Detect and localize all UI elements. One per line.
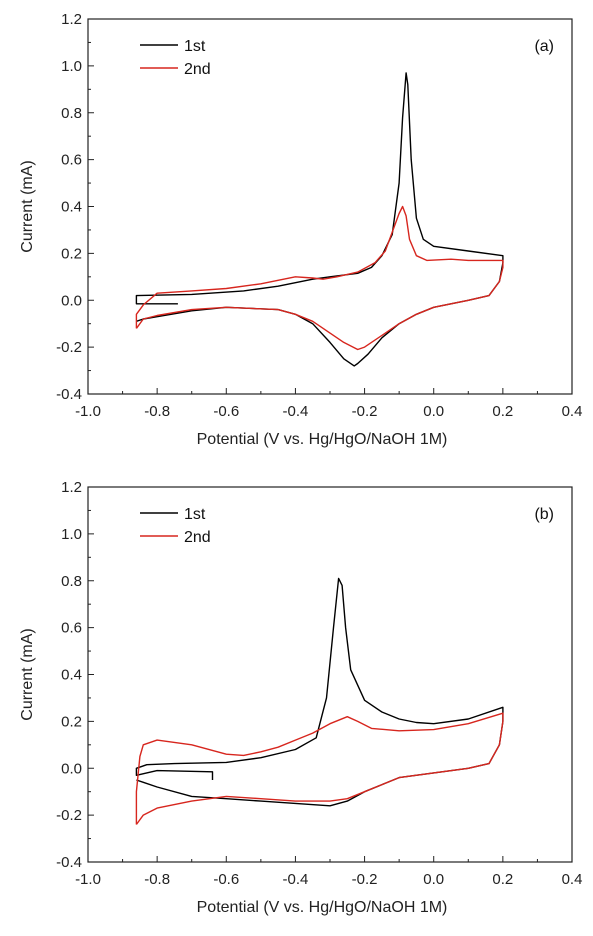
y-tick-label: 0.6 bbox=[61, 620, 82, 637]
y-tick-label: -0.4 bbox=[56, 386, 82, 403]
x-tick-label: -0.4 bbox=[282, 871, 308, 888]
y-tick-label: 0.2 bbox=[61, 713, 82, 730]
y-tick-label: 1.2 bbox=[61, 11, 82, 28]
y-tick-label: 1.2 bbox=[61, 479, 82, 496]
y-tick-label: 0.4 bbox=[61, 199, 82, 216]
y-tick-label: 1.0 bbox=[61, 526, 82, 543]
y-tick-label: -0.2 bbox=[56, 339, 82, 356]
series-line-2 bbox=[135, 205, 504, 351]
y-tick-label: 1.0 bbox=[61, 58, 82, 75]
chart-panel-b: -1.0 -0.8 -0.6 -0.4 -0.2 0.0 0.2 0.4 -0.4 -0.2 0.0… bbox=[19, 479, 583, 916]
legend-label-2: 2nd bbox=[184, 61, 211, 78]
x-tick-label: -0.6 bbox=[213, 871, 239, 888]
panel-label: (a) bbox=[534, 38, 554, 55]
y-tick-label: 0.2 bbox=[61, 245, 82, 262]
y-tick-label: 0.8 bbox=[61, 105, 82, 122]
legend-label-2: 2nd bbox=[184, 529, 211, 546]
y-tick-label: 0.0 bbox=[61, 292, 82, 309]
panel-label: (b) bbox=[534, 506, 554, 523]
chart-panel-a: -1.0 -0.8 -0.6 -0.4 -0.2 0.0 0.2 0.4 -0.4 -0.2 0.0… bbox=[19, 11, 583, 448]
x-tick-label: 0.4 bbox=[562, 403, 583, 420]
y-tick-label: -0.4 bbox=[56, 854, 82, 871]
x-tick-label: -0.4 bbox=[282, 403, 308, 420]
y-tick-label: 0.0 bbox=[61, 760, 82, 777]
x-axis-title: Potential (V vs. Hg/HgO/NaOH 1M) bbox=[197, 899, 448, 916]
y-tick-label: 0.6 bbox=[61, 152, 82, 169]
x-tick-label: -0.2 bbox=[352, 871, 378, 888]
series-line-2 bbox=[135, 712, 504, 825]
y-tick-label: -0.2 bbox=[56, 807, 82, 824]
x-tick-label: 0.2 bbox=[492, 871, 513, 888]
x-tick-label: -1.0 bbox=[75, 403, 101, 420]
plot-frame bbox=[87, 18, 573, 395]
x-tick-label: 0.0 bbox=[423, 871, 444, 888]
x-tick-label: -0.6 bbox=[213, 403, 239, 420]
x-tick-label: 0.2 bbox=[492, 403, 513, 420]
y-axis-title: Current (mA) bbox=[19, 628, 36, 720]
y-axis-title: Current (mA) bbox=[19, 160, 36, 252]
x-tick-label: 0.4 bbox=[562, 871, 583, 888]
legend-label-1: 1st bbox=[184, 38, 206, 55]
x-tick-label: -0.8 bbox=[144, 871, 170, 888]
x-tick-label: -0.2 bbox=[352, 403, 378, 420]
x-tick-label: -1.0 bbox=[75, 871, 101, 888]
series-line-1 bbox=[135, 72, 504, 367]
x-tick-label: 0.0 bbox=[423, 403, 444, 420]
y-tick-label: 0.4 bbox=[61, 667, 82, 684]
legend-label-1: 1st bbox=[184, 506, 206, 523]
x-axis-title: Potential (V vs. Hg/HgO/NaOH 1M) bbox=[197, 431, 448, 448]
series-line-1 bbox=[135, 577, 504, 807]
y-tick-label: 0.8 bbox=[61, 573, 82, 590]
x-tick-label: -0.8 bbox=[144, 403, 170, 420]
